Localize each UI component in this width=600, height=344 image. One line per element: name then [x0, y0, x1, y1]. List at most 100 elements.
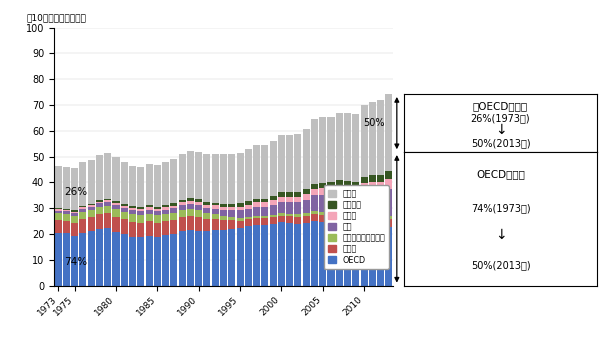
Bar — [269, 217, 277, 224]
Bar — [79, 233, 86, 286]
Bar — [170, 203, 178, 205]
Bar — [179, 217, 185, 231]
Bar — [104, 213, 111, 228]
Text: 50%: 50% — [363, 251, 385, 261]
Bar — [129, 206, 136, 208]
Bar — [344, 214, 351, 217]
Bar — [71, 236, 78, 286]
Bar — [104, 153, 111, 198]
Bar — [55, 209, 62, 211]
Bar — [104, 205, 111, 213]
Bar — [352, 217, 359, 219]
Bar — [286, 135, 293, 192]
Bar — [170, 234, 178, 286]
Text: 74%: 74% — [64, 257, 87, 267]
Bar — [336, 193, 343, 212]
Bar — [170, 213, 178, 220]
Bar — [278, 216, 285, 222]
Bar — [361, 215, 368, 217]
Bar — [129, 237, 136, 286]
Bar — [385, 179, 392, 189]
Bar — [104, 202, 111, 205]
Bar — [253, 218, 260, 225]
Bar — [245, 201, 252, 205]
Bar — [129, 211, 136, 214]
Bar — [262, 216, 268, 218]
Bar — [96, 229, 103, 286]
Text: ↓: ↓ — [495, 123, 506, 137]
Text: 26%(1973年): 26%(1973年) — [471, 114, 530, 123]
Bar — [96, 202, 103, 204]
Bar — [352, 219, 359, 227]
Bar — [137, 167, 145, 207]
Bar — [236, 221, 244, 228]
Bar — [278, 222, 285, 286]
Bar — [336, 180, 343, 186]
Bar — [311, 195, 318, 211]
Bar — [162, 221, 169, 235]
Bar — [212, 203, 219, 205]
Bar — [269, 196, 277, 200]
Bar — [253, 146, 260, 199]
Bar — [336, 215, 343, 222]
Bar — [88, 205, 95, 207]
Bar — [369, 226, 376, 286]
Bar — [236, 153, 244, 204]
Bar — [319, 117, 326, 183]
Bar — [195, 210, 202, 217]
Bar — [162, 235, 169, 286]
Bar — [88, 217, 95, 232]
Bar — [302, 223, 310, 286]
Bar — [146, 205, 152, 207]
Bar — [187, 229, 194, 286]
Bar — [302, 129, 310, 189]
Bar — [311, 211, 318, 214]
Bar — [295, 202, 301, 214]
Bar — [195, 217, 202, 231]
Bar — [71, 168, 78, 211]
Bar — [137, 209, 145, 212]
Bar — [361, 105, 368, 177]
Bar — [55, 213, 62, 220]
Bar — [319, 215, 326, 222]
Bar — [344, 112, 351, 181]
Bar — [187, 216, 194, 229]
Bar — [179, 202, 185, 205]
Legend: その他, ブラジル, インド, 中国, その他旧ソ連邦諸国, ロシア, OECD: その他, ブラジル, インド, 中国, その他旧ソ連邦諸国, ロシア, OECD — [323, 185, 389, 269]
Bar — [245, 217, 252, 219]
Bar — [137, 215, 145, 223]
Bar — [286, 214, 293, 216]
Bar — [228, 229, 235, 286]
Bar — [361, 192, 368, 215]
Bar — [162, 207, 169, 210]
Bar — [245, 226, 252, 286]
Bar — [96, 207, 103, 214]
Bar — [236, 204, 244, 206]
Bar — [162, 210, 169, 214]
Bar — [112, 203, 119, 205]
Bar — [79, 207, 86, 209]
Bar — [245, 208, 252, 217]
Bar — [79, 162, 86, 206]
Bar — [286, 192, 293, 197]
Bar — [236, 211, 244, 218]
Text: 非OECDシェア: 非OECDシェア — [473, 101, 528, 112]
Bar — [220, 230, 227, 286]
Bar — [212, 154, 219, 203]
Bar — [245, 219, 252, 226]
Bar — [137, 207, 145, 209]
Bar — [146, 236, 152, 286]
Bar — [278, 196, 285, 202]
Bar — [269, 215, 277, 217]
Bar — [179, 205, 185, 210]
Bar — [361, 177, 368, 183]
Bar — [79, 206, 86, 207]
Bar — [377, 219, 384, 227]
Bar — [203, 231, 211, 286]
Bar — [344, 217, 351, 224]
Bar — [170, 220, 178, 234]
Bar — [203, 219, 211, 231]
Bar — [352, 114, 359, 182]
Bar — [203, 207, 211, 213]
Bar — [212, 214, 219, 219]
